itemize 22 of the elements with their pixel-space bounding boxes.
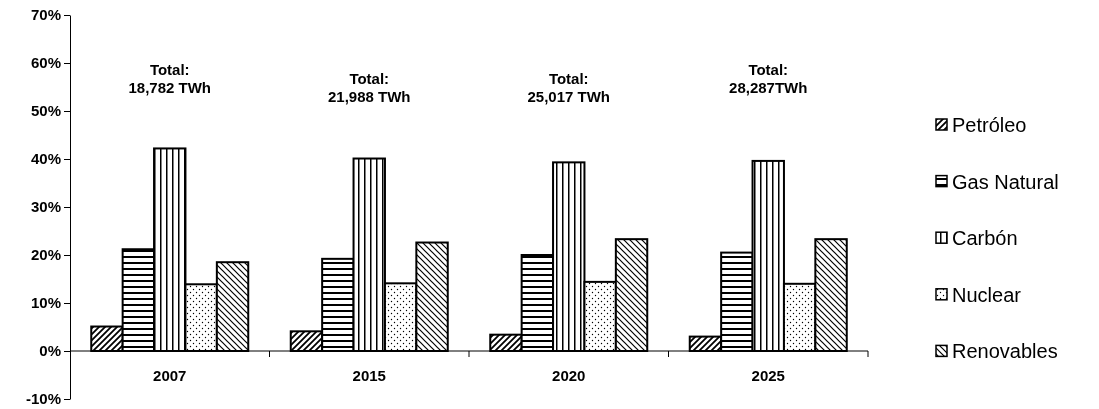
y-tick-label: 20% xyxy=(30,246,61,264)
annotation: Total: 21,988 TWh xyxy=(327,70,411,105)
x-tick-label: 2025 xyxy=(751,367,785,384)
x-tick-label: 2007 xyxy=(153,367,187,384)
legend-label: Carbón xyxy=(952,227,1018,250)
x-tick-label: 2020 xyxy=(552,367,586,384)
y-tick-label: 70% xyxy=(30,6,61,24)
y-tick-label: 0% xyxy=(39,342,61,360)
y-tick-label: 50% xyxy=(30,102,61,120)
legend-label: Renovables xyxy=(952,340,1058,363)
y-tick-label: 30% xyxy=(30,198,61,216)
annotation: Total: 25,017 TWh xyxy=(527,70,611,105)
annotation: Total: 28,287TWh xyxy=(729,61,808,96)
y-tick-label: 10% xyxy=(30,294,61,312)
x-tick-label: 2015 xyxy=(352,367,386,384)
y-tick-label: 60% xyxy=(30,54,61,72)
legend-label: Petróleo xyxy=(952,114,1027,136)
y-tick-label: -10% xyxy=(25,390,61,408)
legend-label: Nuclear xyxy=(952,283,1022,306)
annotation: Total: 18,782 TWh xyxy=(128,61,212,96)
legend-label: Gas Natural xyxy=(952,170,1059,193)
y-tick-label: 40% xyxy=(30,150,61,168)
